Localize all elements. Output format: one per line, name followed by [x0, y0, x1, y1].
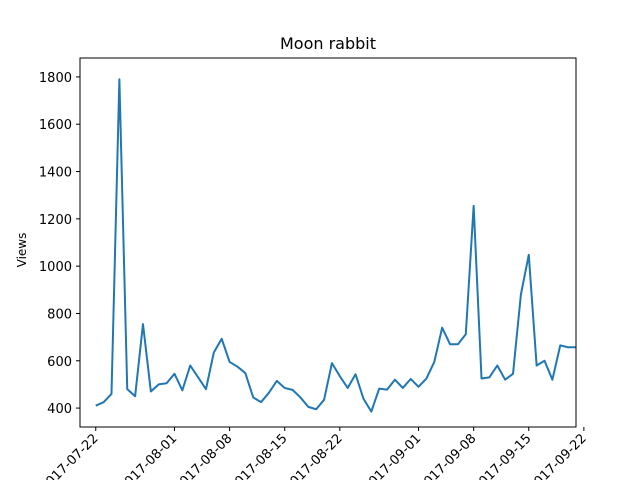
y-tick-label: 1400 [39, 166, 72, 181]
y-tick-label: 1600 [39, 118, 72, 133]
y-tick-label: 600 [47, 355, 72, 370]
y-tick-label: 800 [47, 307, 72, 322]
y-tick-label: 1200 [39, 213, 72, 228]
y-tick-label: 1800 [39, 71, 72, 86]
y-axis-ticks: 400 600 800 1000 1200 1400 1600 1800 [39, 71, 80, 417]
chart-title: Moon rabbit [280, 34, 376, 53]
y-tick-label: 400 [47, 402, 72, 417]
y-axis-label: Views [15, 233, 29, 268]
y-tick-label: 1000 [39, 260, 72, 275]
plot-area-frame [79, 57, 577, 428]
series-line [95, 78, 576, 413]
